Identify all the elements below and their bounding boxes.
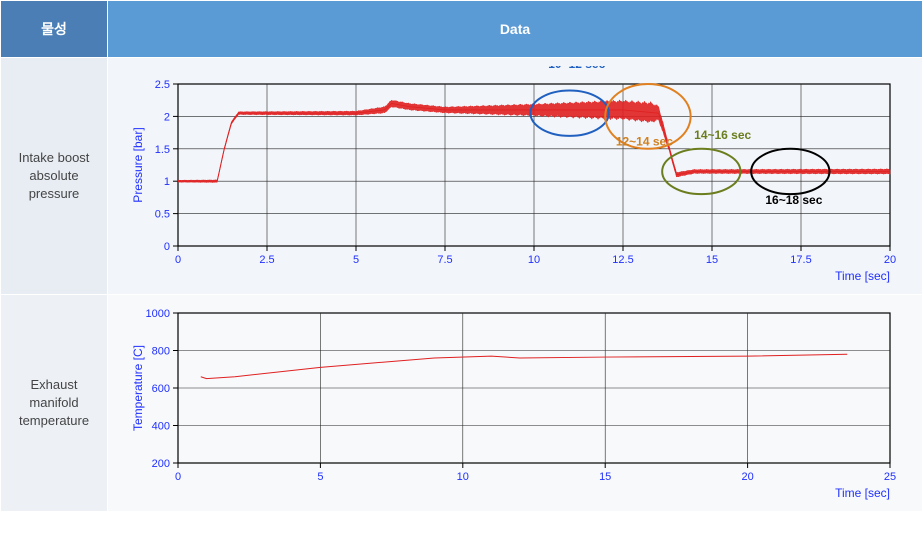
svg-text:Time [sec]: Time [sec]: [835, 269, 890, 283]
chart-cell-2: 0 5 10 15 20 25 200 400 600 800 1000 Temperature [C…: [108, 295, 923, 512]
header-row: 물성 Data: [1, 1, 923, 58]
svg-text:1000: 1000: [146, 308, 170, 320]
svg-text:2.5: 2.5: [259, 254, 274, 266]
pressure-chart: 0 2.5 5 7.5 10 12.5 15 17.5 20 0 0.5 1 1.5 2 2.5 Pressu…: [120, 66, 910, 286]
header-col2: Data: [108, 1, 923, 58]
svg-text:12.5: 12.5: [612, 254, 633, 266]
svg-text:2: 2: [164, 111, 170, 123]
svg-text:5: 5: [353, 254, 359, 266]
svg-text:Temperature [C]: Temperature [C]: [131, 345, 145, 431]
svg-text:12~14 sec: 12~14 sec: [616, 135, 673, 149]
svg-text:25: 25: [884, 471, 896, 483]
temperature-chart: 0 5 10 15 20 25 200 400 600 800 1000 Temperature [C…: [120, 303, 910, 503]
svg-text:10~12 sec: 10~12 sec: [548, 66, 605, 71]
svg-text:14~16 sec: 14~16 sec: [694, 128, 751, 142]
svg-text:20: 20: [741, 471, 753, 483]
svg-text:800: 800: [152, 346, 170, 358]
row-exhaust-temp: Exhaustmanifoldtemperature 0 5 10 15 20 25 200…: [1, 295, 923, 512]
svg-text:200: 200: [152, 458, 170, 470]
row-intake-boost: Intake boostabsolutepressure 02.557.5101…: [1, 58, 923, 295]
svg-text:15: 15: [706, 254, 718, 266]
svg-text:16~18 sec: 16~18 sec: [765, 193, 822, 207]
svg-text:7.5: 7.5: [437, 254, 452, 266]
row-label-1: Intake boostabsolutepressure: [1, 58, 108, 295]
svg-text:5: 5: [317, 471, 323, 483]
svg-text:0.5: 0.5: [155, 209, 170, 221]
row-label-2: Exhaustmanifoldtemperature: [1, 295, 108, 512]
svg-text:2.5: 2.5: [155, 79, 170, 91]
svg-text:1: 1: [164, 176, 170, 188]
svg-text:0: 0: [164, 241, 170, 253]
svg-text:10: 10: [528, 254, 540, 266]
svg-text:17.5: 17.5: [790, 254, 811, 266]
svg-text:Pressure [bar]: Pressure [bar]: [131, 127, 145, 202]
svg-text:600: 600: [152, 383, 170, 395]
svg-text:20: 20: [884, 254, 896, 266]
row-label-1-text: Intake boostabsolutepressure: [19, 150, 90, 201]
svg-text:1.5: 1.5: [155, 144, 170, 156]
data-table: 물성 Data Intake boostabsolutepressure 0 2.…: [0, 0, 923, 512]
svg-text:Time [sec]: Time [sec]: [835, 486, 890, 500]
svg-text:10: 10: [457, 471, 469, 483]
chart-cell-1: 0 2.5 5 7.5 10 12.5 15 17.5 20 0 0.5 1 1.5 2 2.5 Pressu…: [108, 58, 923, 295]
svg-text:0: 0: [175, 471, 181, 483]
svg-text:0: 0: [175, 254, 181, 266]
header-col1: 물성: [1, 1, 108, 58]
svg-text:400: 400: [152, 421, 170, 433]
row-label-2-text: Exhaustmanifoldtemperature: [19, 377, 89, 428]
svg-text:15: 15: [599, 471, 611, 483]
